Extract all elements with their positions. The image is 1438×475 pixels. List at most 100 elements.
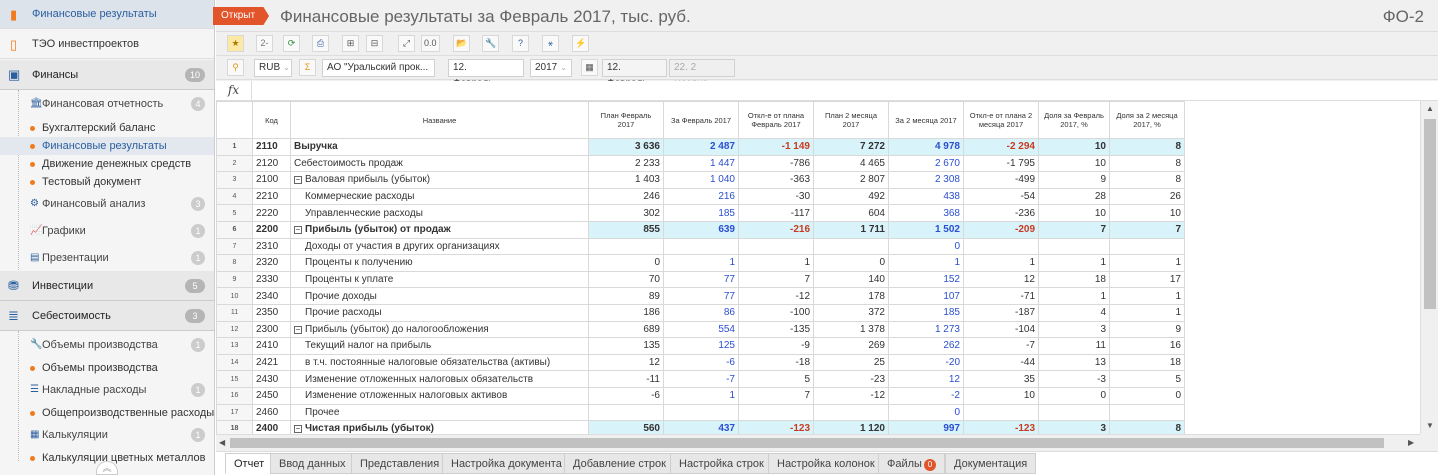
tab-document-settings[interactable]: Настройка документа bbox=[442, 453, 571, 474]
value-cell[interactable]: 2 807 bbox=[813, 171, 889, 189]
name-cell[interactable]: Прочее bbox=[290, 403, 589, 422]
code-cell[interactable]: 2300 bbox=[252, 320, 291, 339]
code-cell[interactable]: 2430 bbox=[252, 370, 291, 388]
value-cell[interactable]: 28 bbox=[1038, 187, 1110, 206]
value-cell[interactable]: 185 bbox=[888, 303, 964, 322]
sigma-icon[interactable]: Σ bbox=[299, 59, 316, 76]
value-cell[interactable]: -18 bbox=[738, 353, 814, 372]
value-cell[interactable]: 0 bbox=[813, 254, 889, 272]
sidebar-group-overhead[interactable]: ☰ Накладные расходы 1 bbox=[0, 377, 214, 403]
value-cell[interactable]: -786 bbox=[738, 154, 814, 173]
collapse-icon[interactable]: − bbox=[294, 175, 302, 185]
value-cell[interactable]: 7 bbox=[1109, 220, 1185, 239]
scroll-up-icon[interactable]: ▲ bbox=[1426, 104, 1434, 113]
value-cell[interactable] bbox=[663, 403, 739, 422]
value-cell[interactable]: 2 670 bbox=[888, 154, 964, 173]
sidebar-item-fin-results-doc[interactable]: Финансовые результаты bbox=[0, 137, 214, 155]
column-header[interactable]: Доля за Февраль 2017, % bbox=[1038, 101, 1110, 139]
code-cell[interactable]: 2220 bbox=[252, 204, 291, 222]
tab-report[interactable]: Отчет bbox=[225, 453, 274, 474]
value-cell[interactable]: -363 bbox=[738, 171, 814, 189]
name-cell[interactable]: Доходы от участия в других организациях bbox=[290, 237, 589, 256]
code-cell[interactable]: 2400 bbox=[252, 420, 291, 434]
table-row[interactable]: 16 2450 Изменение отложенных налоговых акт… bbox=[216, 386, 1185, 405]
sidebar-section-cost[interactable]: ≣ Себестоимость 3 bbox=[0, 301, 214, 331]
value-cell[interactable]: 9 bbox=[1038, 171, 1110, 189]
currency-select[interactable]: RUB ⌄ bbox=[254, 59, 292, 77]
value-cell[interactable]: 8 bbox=[1109, 420, 1185, 434]
value-cell[interactable]: 1 bbox=[663, 386, 739, 405]
collapse-icon[interactable]: − bbox=[294, 424, 302, 434]
code-cell[interactable]: 2450 bbox=[252, 386, 291, 405]
status-badge[interactable]: Открыт bbox=[213, 7, 270, 25]
value-cell[interactable]: 77 bbox=[663, 287, 739, 305]
scroll-down-icon[interactable]: ▼ bbox=[1426, 421, 1434, 430]
value-cell[interactable]: 5 bbox=[738, 370, 814, 388]
value-cell[interactable]: -7 bbox=[963, 337, 1039, 355]
value-cell[interactable]: -7 bbox=[663, 370, 739, 388]
name-cell[interactable]: Себестоимость продаж bbox=[290, 154, 589, 173]
name-cell[interactable]: Управленческие расходы bbox=[290, 204, 589, 222]
sidebar-item-balance[interactable]: Бухгалтерский баланс bbox=[0, 119, 214, 137]
table-row[interactable]: 9 2330 Проценты к уплате 70 77 7 140 152 12 18 17 bbox=[216, 270, 1185, 289]
value-cell[interactable] bbox=[588, 237, 664, 256]
sidebar-section-finance[interactable]: ▣ Финансы 10 bbox=[0, 60, 214, 90]
value-cell[interactable]: 35 bbox=[963, 370, 1039, 388]
value-cell[interactable] bbox=[738, 237, 814, 256]
range-button[interactable]: 22. 2 месяца bbox=[669, 59, 735, 89]
table-row[interactable]: 17 2460 Прочее 0 bbox=[216, 403, 1185, 422]
scroll-left-icon[interactable]: ◀ bbox=[219, 438, 226, 447]
value-cell[interactable]: -236 bbox=[963, 204, 1039, 222]
value-cell[interactable]: -9 bbox=[738, 337, 814, 355]
value-cell[interactable]: 1 120 bbox=[813, 420, 889, 434]
value-cell[interactable]: 107 bbox=[888, 287, 964, 305]
value-cell[interactable]: -20 bbox=[888, 353, 964, 372]
value-cell[interactable]: 10 bbox=[1038, 138, 1110, 156]
value-cell[interactable]: -123 bbox=[738, 420, 814, 434]
value-cell[interactable]: -11 bbox=[588, 370, 664, 388]
value-cell[interactable] bbox=[1038, 237, 1110, 256]
value-cell[interactable]: 1 273 bbox=[888, 320, 964, 339]
value-cell[interactable]: 3 bbox=[1038, 320, 1110, 339]
tab-documentation[interactable]: Документация bbox=[945, 453, 1037, 474]
code-cell[interactable]: 2410 bbox=[252, 337, 291, 355]
sidebar-group-fin-report[interactable]: 🏛 Финансовая отчетность 4 bbox=[0, 91, 214, 117]
value-cell[interactable]: -44 bbox=[963, 353, 1039, 372]
tab-views[interactable]: Представления bbox=[351, 453, 449, 474]
value-cell[interactable]: -117 bbox=[738, 204, 814, 222]
sidebar-group-prod-volume[interactable]: 🔧 Объемы производства 1 bbox=[0, 332, 214, 358]
fullscreen-icon[interactable]: ⤢ bbox=[398, 35, 415, 52]
sidebar-group-calc[interactable]: ▦ Калькуляции 1 bbox=[0, 422, 214, 448]
hierarchy-icon[interactable]: ⚹ bbox=[542, 35, 559, 52]
value-cell[interactable]: 185 bbox=[663, 204, 739, 222]
value-cell[interactable]: -71 bbox=[963, 287, 1039, 305]
value-cell[interactable]: 125 bbox=[663, 337, 739, 355]
code-cell[interactable]: 2200 bbox=[252, 220, 291, 239]
value-cell[interactable]: 302 bbox=[588, 204, 664, 222]
tab-files[interactable]: Файлы 0 bbox=[878, 453, 945, 474]
value-cell[interactable]: 10 bbox=[1038, 204, 1110, 222]
value-cell[interactable]: -104 bbox=[963, 320, 1039, 339]
name-cell[interactable]: Текущий налог на прибыль bbox=[290, 337, 589, 355]
value-cell[interactable]: 639 bbox=[663, 220, 739, 239]
period-date-button[interactable]: 12. Февраль bbox=[602, 59, 667, 89]
value-cell[interactable]: 2 308 bbox=[888, 171, 964, 189]
name-cell[interactable]: Изменение отложенных налоговых обязатель… bbox=[290, 370, 589, 388]
table-row[interactable]: 14 2421 в т.ч. постоянные налоговые обязат… bbox=[216, 353, 1185, 372]
column-header[interactable]: За 2 месяца 2017 bbox=[888, 101, 964, 139]
value-cell[interactable]: -54 bbox=[963, 187, 1039, 206]
value-cell[interactable]: 9 bbox=[1109, 320, 1185, 339]
value-cell[interactable] bbox=[1038, 403, 1110, 422]
value-cell[interactable]: 0 bbox=[1109, 386, 1185, 405]
value-cell[interactable]: 438 bbox=[888, 187, 964, 206]
value-cell[interactable]: 5 bbox=[1109, 370, 1185, 388]
column-header[interactable]: За Февраль 2017 bbox=[663, 101, 739, 139]
value-cell[interactable]: 604 bbox=[813, 204, 889, 222]
value-cell[interactable]: 368 bbox=[888, 204, 964, 222]
value-cell[interactable] bbox=[963, 237, 1039, 256]
tab-add-rows[interactable]: Добавление строк bbox=[564, 453, 675, 474]
value-cell[interactable] bbox=[1109, 237, 1185, 256]
organization-select[interactable]: АО "Уральский прок... bbox=[322, 59, 435, 77]
lightning-icon[interactable]: ⚡ bbox=[572, 35, 590, 52]
wrench-icon[interactable]: 🔧 bbox=[482, 35, 500, 52]
